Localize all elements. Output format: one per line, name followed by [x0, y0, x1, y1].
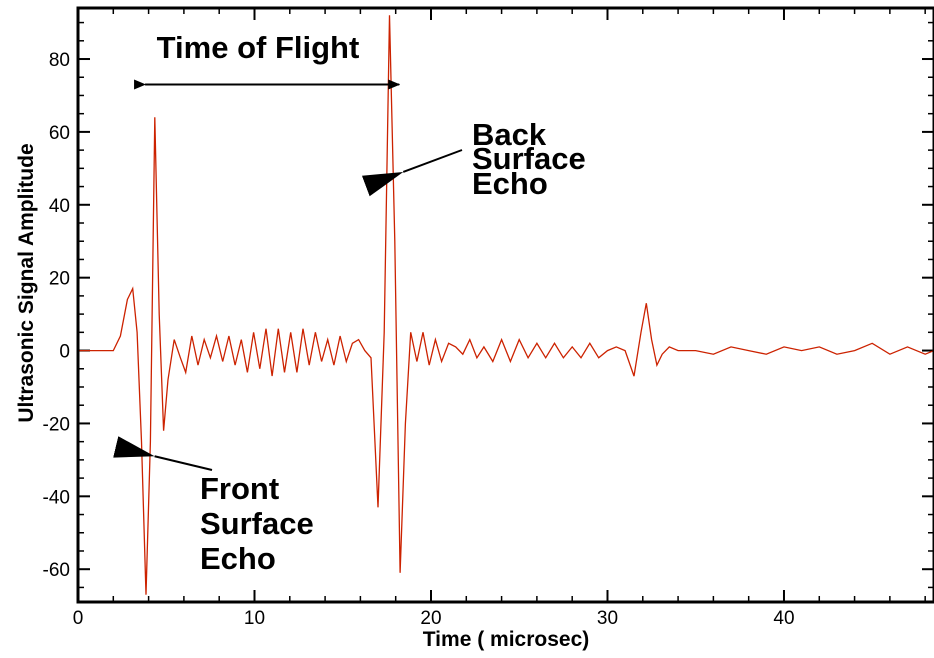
y-tick-label: 40 — [49, 196, 70, 217]
front-label-line-3: Echo — [200, 541, 276, 576]
plot-frame — [76, 6, 934, 604]
y-tick-label: 0 — [59, 342, 70, 363]
y-tick-label: -40 — [43, 487, 70, 508]
front-label-line-1: Front — [200, 471, 279, 506]
back-surface-echo-annotation: Back Surface Echo — [361, 117, 586, 201]
y-tick-label: -60 — [43, 560, 70, 581]
front-surface-echo-annotation: Front Surface Echo — [113, 436, 314, 576]
x-tick-label: 40 — [773, 608, 794, 629]
x-tick-label: 10 — [244, 608, 265, 629]
front-surface-arrow — [113, 436, 213, 471]
back-surface-arrow — [361, 149, 463, 197]
y-tick-labels: -60 -40 -20 0 20 40 60 80 — [43, 50, 70, 581]
signal-series-line — [78, 15, 934, 595]
time-of-flight-label: Time of Flight — [157, 30, 360, 65]
back-label-line-3: Echo — [472, 166, 548, 201]
back-label-line-1: Back — [472, 117, 547, 152]
x-tick-label: 0 — [73, 608, 84, 629]
y-tick-label: -20 — [43, 414, 70, 435]
front-label-line-2: Surface — [200, 506, 314, 541]
y-tick-label: 80 — [49, 50, 70, 71]
y-tick-label: 60 — [49, 123, 70, 144]
x-tick-labels: 0 10 20 30 40 — [73, 608, 795, 629]
x-tick-label: 20 — [420, 608, 441, 629]
y-axis-title: Ultrasonic Signal Amplitude — [15, 143, 38, 422]
y-tick-label: 20 — [49, 269, 70, 290]
time-of-flight-annotation: Time of Flight — [134, 30, 401, 90]
x-tick-label: 30 — [597, 608, 618, 629]
x-axis-title: Time ( microsec) — [423, 628, 590, 651]
back-label-line-2: Surface — [472, 141, 586, 176]
